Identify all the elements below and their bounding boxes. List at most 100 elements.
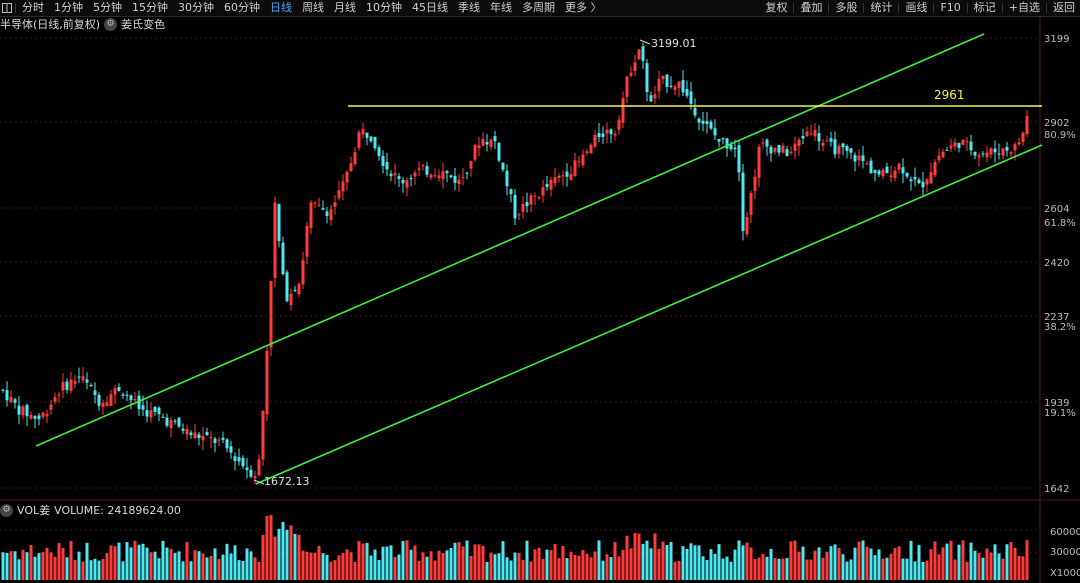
- candle-body: [533, 195, 537, 197]
- volume-bar: [725, 556, 729, 580]
- period-tab[interactable]: 季线: [458, 1, 480, 14]
- tool-menu-item[interactable]: +自选: [1008, 1, 1040, 14]
- candle-body: [945, 149, 949, 151]
- volume-bar: [29, 544, 33, 580]
- candle-body: [541, 187, 545, 196]
- candle-body: [941, 151, 945, 158]
- y-axis-label: 2604: [1044, 204, 1069, 215]
- volume-bar: [853, 547, 857, 580]
- volume-bar: [245, 548, 249, 580]
- volume-bar: [829, 546, 833, 580]
- volume-bar: [101, 558, 105, 580]
- period-tab[interactable]: 45日线: [412, 1, 448, 14]
- period-tab[interactable]: 周线: [302, 1, 324, 14]
- period-tab[interactable]: 5分钟: [93, 1, 122, 14]
- volume-bar: [813, 550, 817, 580]
- period-tab[interactable]: 分时: [22, 1, 44, 14]
- candle-body: [557, 175, 561, 178]
- volume-bar: [181, 561, 185, 580]
- candle-body: [333, 202, 337, 207]
- volume-bar: [493, 554, 497, 580]
- gear-icon[interactable]: ⚙: [104, 17, 118, 31]
- volume-bar: [589, 557, 593, 580]
- volume-bar: [13, 551, 17, 580]
- volume-bar: [849, 559, 853, 580]
- y-axis-label: 3199: [1044, 34, 1069, 45]
- candle-body: [169, 419, 173, 429]
- grid-icon[interactable]: [0, 1, 14, 15]
- tool-menu-item[interactable]: 返回: [1053, 1, 1075, 14]
- volume-bar: [537, 547, 541, 580]
- candle-body: [165, 417, 169, 426]
- volume-bar: [689, 543, 693, 580]
- tool-menu-item[interactable]: 统计: [870, 1, 893, 14]
- candle-body: [301, 260, 305, 285]
- volume-bar: [565, 558, 569, 580]
- candle-body: [493, 136, 497, 142]
- candle-body: [237, 457, 241, 462]
- volume-bar: [81, 561, 85, 580]
- candle-body: [133, 398, 137, 401]
- chart-title: 半导体(日线,前复权): [0, 18, 101, 31]
- candle-body: [565, 171, 569, 177]
- volume-value: VOLUME: 24189624.00: [54, 503, 181, 517]
- candle-body: [49, 404, 53, 410]
- volume-bar: [85, 542, 89, 580]
- tool-menu-item[interactable]: F10: [940, 1, 961, 14]
- volume-bar: [989, 552, 993, 580]
- tool-menu-item[interactable]: 复权: [765, 1, 788, 14]
- period-tab[interactable]: 60分钟: [224, 1, 260, 14]
- candle-body: [249, 469, 253, 477]
- period-tab[interactable]: 日线: [270, 1, 292, 14]
- volume-bar: [521, 559, 525, 580]
- candle-body: [89, 384, 93, 387]
- gear-icon[interactable]: ⚙: [0, 503, 13, 517]
- volume-bar: [425, 556, 429, 580]
- candle-body: [777, 144, 781, 153]
- candle-body: [869, 160, 873, 174]
- volume-bar: [833, 544, 837, 580]
- volume-bar: [709, 549, 713, 580]
- period-tab[interactable]: 更多 〉: [565, 1, 602, 14]
- volume-bar: [629, 548, 633, 580]
- candle-body: [865, 163, 869, 165]
- volume-bar: [445, 550, 449, 580]
- candle-body: [969, 141, 973, 151]
- tool-menu-item[interactable]: 标记: [973, 1, 996, 14]
- candle-body: [897, 163, 901, 170]
- candle-body: [381, 155, 385, 166]
- candle-body: [673, 86, 677, 90]
- volume-bar: [421, 552, 425, 580]
- volume-bar: [325, 554, 329, 580]
- volume-bar: [885, 557, 889, 580]
- period-tab[interactable]: 15分钟: [132, 1, 168, 14]
- candle-body: [221, 437, 225, 440]
- tool-menu: 复权 叠加 多股 统计 画线 F10 标记 +自选 返回: [760, 0, 1080, 16]
- period-tab[interactable]: 1分钟: [54, 1, 83, 14]
- candle-body: [769, 146, 773, 154]
- candle-body: [377, 147, 381, 156]
- period-tab[interactable]: 10分钟: [366, 1, 402, 14]
- candle-body: [337, 190, 341, 199]
- candle-body: [529, 195, 533, 205]
- candle-body: [921, 181, 925, 188]
- tool-menu-item[interactable]: 叠加: [800, 1, 823, 14]
- period-tab[interactable]: 30分钟: [178, 1, 214, 14]
- y-axis-label: 2902: [1044, 118, 1069, 129]
- volume-bar: [61, 547, 65, 580]
- volume-bar: [1021, 556, 1025, 580]
- volume-bar: [309, 552, 313, 580]
- candle-body: [885, 166, 889, 174]
- divider: [1046, 3, 1047, 13]
- candle-body: [213, 438, 217, 443]
- candle-body: [573, 160, 577, 176]
- period-tab[interactable]: 年线: [490, 1, 512, 14]
- volume-bar: [533, 549, 537, 580]
- tool-menu-item[interactable]: 多股: [835, 1, 858, 14]
- period-tab[interactable]: 多周期: [522, 1, 555, 14]
- candle-body: [313, 202, 317, 204]
- period-tab[interactable]: 月线: [334, 1, 356, 14]
- volume-bar: [433, 560, 437, 580]
- tool-menu-item[interactable]: 画线: [905, 1, 928, 14]
